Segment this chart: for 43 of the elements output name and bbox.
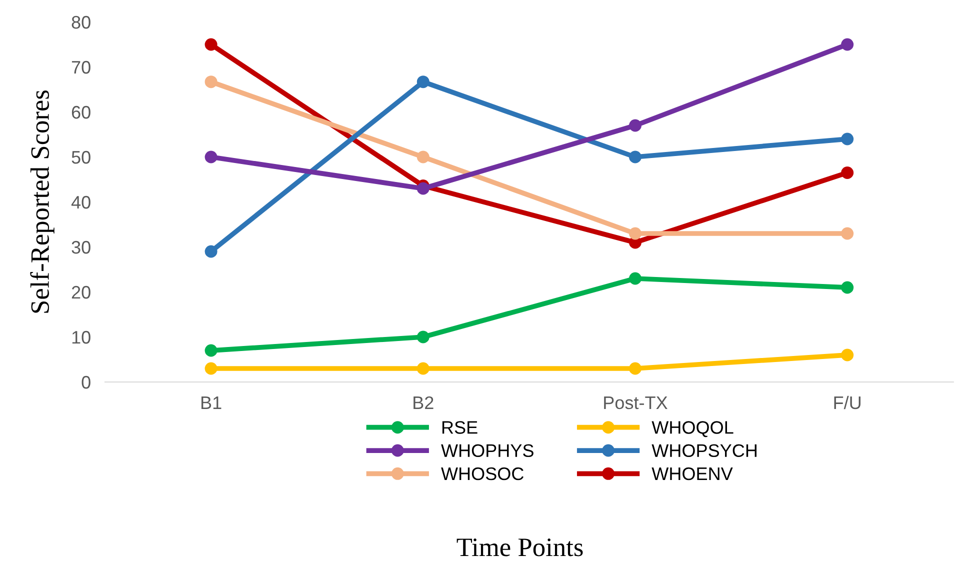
point [841, 166, 854, 179]
point [416, 362, 430, 375]
y-tick-label: 50 [72, 150, 90, 164]
point [841, 281, 854, 294]
x-tick-label: Post-TX [604, 396, 668, 410]
y-tick-label: 20 [72, 286, 90, 299]
point [204, 38, 218, 51]
point [204, 362, 218, 375]
x-tick-label: B1 [201, 396, 222, 409]
point [416, 182, 430, 195]
point [841, 227, 854, 240]
y-tick-label: 40 [71, 196, 90, 209]
y-tick-label: 0 [82, 376, 90, 389]
y-tick-label: 30 [72, 240, 90, 254]
point [628, 119, 642, 132]
point [204, 150, 218, 164]
legend-label: WHOQOL [652, 421, 734, 438]
y-tick-label: 80 [72, 16, 90, 29]
legend-label: WHOPSYCH [652, 444, 756, 458]
y-tick-label: 70 [72, 60, 90, 74]
legend-label: WHOSOC [441, 467, 524, 480]
x-axis-title: Time Points [456, 538, 583, 556]
point [841, 348, 854, 362]
point [841, 132, 854, 146]
point [628, 227, 642, 240]
point [841, 38, 854, 51]
point [416, 330, 430, 344]
x-tick-label: F/U [834, 396, 860, 410]
point [204, 245, 218, 258]
legend-label: RSE [442, 421, 478, 434]
point [416, 150, 430, 164]
point [628, 150, 642, 164]
point [628, 272, 642, 285]
point [204, 344, 218, 357]
legend-label: WHOENV [652, 467, 733, 480]
y-tick-label: 60 [72, 106, 90, 119]
point [628, 362, 642, 375]
x-tick-label: B2 [414, 396, 434, 409]
y-axis-title: Self-Reported Scores [30, 90, 54, 313]
point [416, 76, 430, 88]
y-tick-label: 10 [72, 330, 90, 344]
legend-label: WHOPHYS [441, 444, 534, 458]
point [204, 76, 218, 88]
